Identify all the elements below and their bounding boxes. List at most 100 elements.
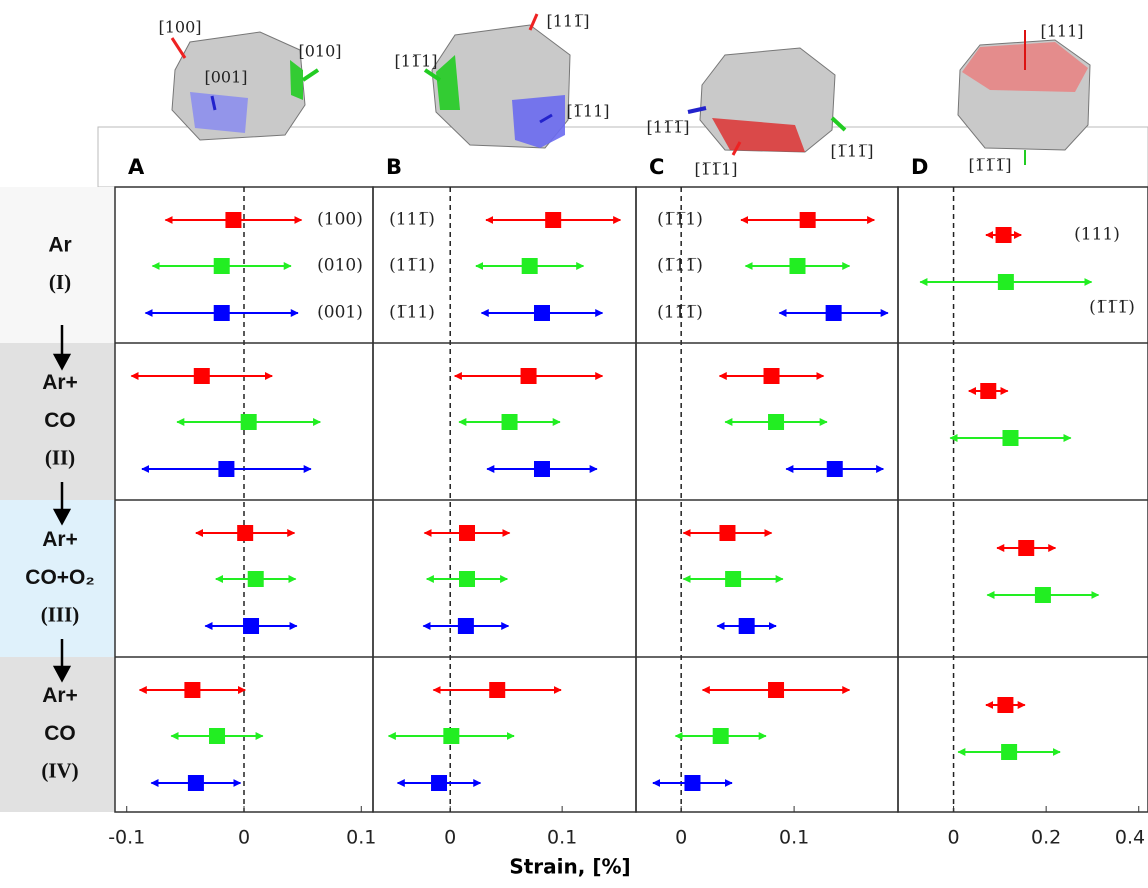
marker-square	[1001, 744, 1018, 760]
row-label: Ar+	[42, 528, 78, 551]
marker-square	[763, 368, 780, 384]
direction-label: [100]	[158, 18, 201, 37]
panel-title: D	[911, 155, 928, 179]
marker-square	[237, 525, 254, 541]
marker-square	[789, 258, 806, 274]
x-axis-label: Strain, [%]	[509, 855, 630, 879]
facet-label: (1̅1̅1)	[657, 210, 703, 230]
direction-label: [1̅11]	[566, 102, 609, 121]
row-label: Ar+	[42, 684, 78, 707]
row-bg	[0, 657, 115, 812]
marker-square	[997, 274, 1014, 290]
crystal	[687, 47, 847, 156]
row-label: (II)	[45, 445, 75, 469]
x-tick-label: 0	[444, 827, 456, 849]
x-tick-label: 0.1	[779, 827, 809, 849]
panel-title: A	[128, 155, 145, 179]
direction-label: [001]	[204, 68, 247, 87]
facet-label: (010)	[317, 256, 363, 276]
marker-square	[520, 368, 537, 384]
x-tick-label: -0.1	[108, 827, 145, 849]
marker-square	[243, 618, 260, 634]
marker-square	[187, 775, 204, 791]
marker-square	[1018, 540, 1035, 556]
marker-square	[738, 618, 755, 634]
marker-square	[457, 618, 474, 634]
row-label: Ar	[48, 234, 71, 257]
direction-label: [1̅1̅1̅]	[968, 156, 1011, 175]
row-label: CO+O₂	[25, 566, 94, 589]
direction-label: [11̅1]	[394, 52, 437, 71]
direction-label: [1̅1̅1]	[694, 160, 737, 179]
row-label: Ar+	[42, 371, 78, 394]
x-tick-label: 0	[675, 827, 687, 849]
marker-square	[501, 414, 518, 430]
x-tick-label: 0	[238, 827, 250, 849]
marker-square	[431, 775, 448, 791]
row-arrows	[52, 325, 72, 683]
x-tick-label: 0.1	[547, 827, 577, 849]
direction-label: [111̅]	[546, 12, 589, 31]
marker-square	[240, 414, 257, 430]
marker-square	[184, 682, 201, 698]
marker-square	[545, 212, 562, 228]
marker-square	[799, 212, 816, 228]
facet-label: (11̅1̅)	[657, 303, 703, 323]
marker-square	[1034, 587, 1051, 603]
direction-label: [010]	[298, 42, 341, 61]
marker-square	[193, 368, 210, 384]
marker-square	[533, 461, 550, 477]
x-tick-label: 0.2	[1031, 827, 1061, 849]
facet-label: (111̅)	[389, 210, 435, 230]
marker-square	[719, 525, 736, 541]
facet-label: (1̅1̅1̅)	[1089, 298, 1135, 318]
facet-label: (11̅1)	[389, 256, 435, 276]
marker-square	[213, 258, 230, 274]
marker-square	[459, 525, 476, 541]
row-label: CO	[44, 409, 76, 432]
facet-label: (111)	[1074, 225, 1120, 245]
facet-label: (100)	[317, 210, 363, 230]
panel-title: B	[386, 155, 402, 179]
marker-square	[826, 461, 843, 477]
marker-square	[443, 728, 460, 744]
header-band	[97, 126, 1148, 188]
facet-label: (1̅11̅)	[657, 256, 703, 276]
row-bg	[0, 500, 115, 657]
marker-square	[1002, 430, 1019, 446]
crystal	[423, 13, 571, 149]
x-tick-label: 0.1	[346, 827, 376, 849]
marker-square	[684, 775, 701, 791]
x-tick-label: 0	[948, 827, 960, 849]
marker-square	[209, 728, 226, 744]
marker-square	[218, 461, 235, 477]
row-bg	[0, 187, 115, 343]
marker-square	[980, 383, 997, 399]
crystal	[170, 31, 320, 141]
row-label: (III)	[41, 602, 80, 626]
x-tick-label: 0.4	[1115, 827, 1145, 849]
direction-label: [1̅11̅]	[830, 142, 873, 161]
marker-square	[489, 682, 506, 698]
marker-square	[213, 305, 230, 321]
marker-square	[997, 697, 1014, 713]
marker-square	[712, 728, 729, 744]
row-label: CO	[44, 722, 76, 745]
facet-label: (001)	[317, 303, 363, 323]
direction-label: [111]	[1040, 22, 1083, 41]
marker-square	[825, 305, 842, 321]
marker-square	[247, 571, 264, 587]
row-label: (IV)	[41, 758, 78, 782]
marker-square	[459, 571, 476, 587]
row-bg	[0, 343, 115, 500]
marker-square	[768, 414, 785, 430]
crystal	[957, 30, 1091, 165]
marker-square	[225, 212, 242, 228]
marker-square	[725, 571, 742, 587]
panel-title: C	[649, 155, 664, 179]
direction-label: [11̅1̅]	[646, 118, 689, 137]
marker-square	[521, 258, 538, 274]
marker-square	[995, 227, 1012, 243]
